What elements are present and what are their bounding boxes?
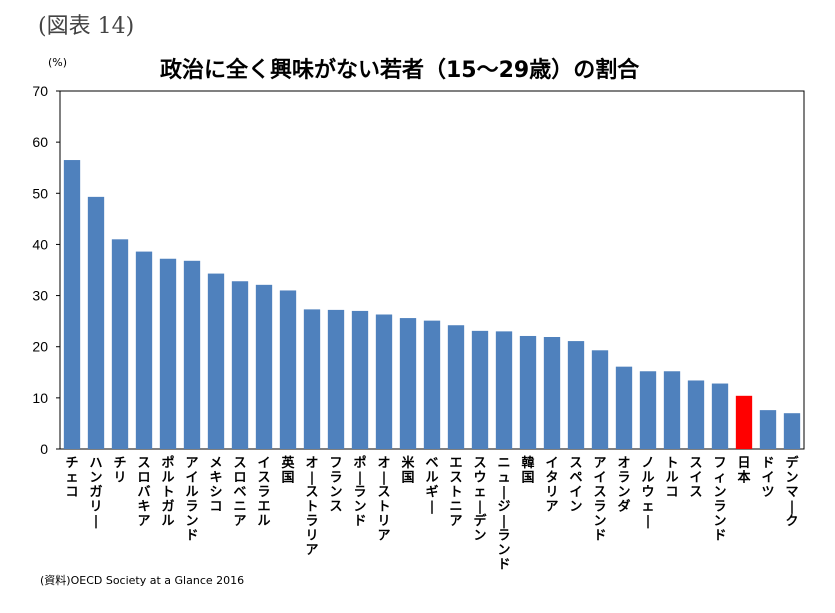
bar [207, 273, 225, 449]
y-tick-label: 30 [32, 288, 48, 304]
bar [543, 336, 561, 449]
category-label: イタリア [545, 456, 558, 515]
category-label: オ|ストラリア [305, 456, 318, 558]
category-label: 英国 [280, 455, 295, 486]
bar [639, 371, 657, 449]
bar [183, 260, 201, 449]
bar [495, 331, 513, 449]
bar [423, 320, 441, 449]
bar [567, 341, 585, 449]
category-label: アイルランド [185, 456, 198, 544]
figure-label: (図表 14) [38, 14, 135, 39]
category-label: アイスランド [593, 456, 606, 544]
bar [735, 395, 753, 449]
category-label: 米国 [401, 455, 415, 486]
category-label: オ|ストリア [377, 456, 390, 544]
bar [591, 350, 609, 449]
category-label: ポ|ランド [353, 455, 366, 529]
category-label: エストニア [449, 456, 462, 529]
bar [447, 325, 465, 449]
bar [615, 366, 633, 449]
bar [87, 196, 105, 449]
bar [783, 413, 801, 449]
bar [231, 281, 249, 449]
category-label: ドイツ [761, 456, 774, 500]
category-label: オランダ [617, 456, 630, 515]
y-tick-label: 50 [32, 185, 48, 201]
category-label: ニュ|ジ|ランド [497, 456, 510, 573]
bar [519, 335, 537, 449]
category-label: ベルギ| [425, 456, 438, 515]
y-tick-label: 20 [32, 339, 48, 355]
bar [687, 380, 705, 449]
bar [711, 383, 729, 449]
category-label: イスラエル [257, 456, 270, 529]
category-label: ポルトガル [161, 455, 174, 529]
bar [663, 371, 681, 449]
bar [351, 310, 369, 449]
category-label: チリ [113, 456, 126, 486]
bar [399, 318, 417, 449]
category-label: トルコ [665, 456, 678, 500]
category-label: フランス [329, 456, 342, 515]
y-tick-label: 10 [32, 390, 48, 406]
category-label: デンマ|ク [785, 455, 799, 529]
category-label: ハンガリ| [89, 456, 102, 529]
bar [375, 314, 393, 449]
source-note: (資料)OECD Society at a Glance 2016 [40, 574, 245, 587]
category-label: 日本 [737, 456, 750, 486]
category-label: スロベニア [233, 456, 246, 529]
bar [327, 309, 345, 449]
bar [159, 258, 177, 449]
bar [111, 239, 129, 449]
y-tick-label: 60 [32, 134, 48, 150]
category-label: 韓国 [521, 455, 534, 486]
bar [135, 251, 153, 449]
y-tick-label: 70 [32, 83, 48, 99]
category-label: チェコ [65, 456, 78, 500]
y-axis-unit: (%) [48, 56, 68, 69]
bar [279, 290, 297, 449]
bar [471, 330, 489, 449]
y-tick-label: 40 [32, 236, 48, 252]
y-tick-label: 0 [40, 441, 48, 457]
category-label: スウェ|デン [473, 456, 487, 544]
category-label: スロバキア [137, 456, 150, 529]
category-label: スペイン [569, 456, 582, 515]
chart-title: 政治に全く興味がない若者（15～29歳）の割合 [160, 58, 640, 83]
category-label: ノルウェ| [641, 456, 654, 529]
bar [759, 410, 777, 449]
bar [303, 309, 321, 449]
bar [63, 160, 81, 450]
category-label: スイス [689, 456, 702, 500]
bar [255, 284, 273, 449]
category-label: メキシコ [209, 456, 222, 515]
category-label: フィンランド [713, 456, 726, 544]
